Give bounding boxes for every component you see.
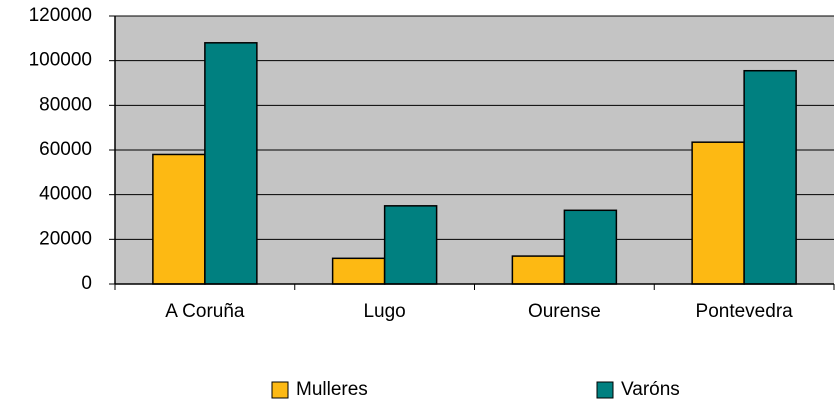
legend-label: Varóns <box>621 379 680 400</box>
y-tick-label: 60000 <box>39 139 92 160</box>
y-tick-label: 80000 <box>39 94 92 115</box>
bar <box>511 255 566 285</box>
x-tick-label: A Coruña <box>165 301 245 322</box>
x-tick-label: Pontevedra <box>696 301 794 322</box>
bar <box>691 141 745 285</box>
legend-swatch <box>271 381 289 399</box>
bar <box>383 205 438 285</box>
y-tick-label: 20000 <box>39 228 92 249</box>
y-tick-label: 120000 <box>29 5 92 26</box>
bar <box>152 153 206 285</box>
legend-swatch <box>596 381 614 399</box>
x-tick-label: Ourense <box>528 301 601 322</box>
legend-label: Mulleres <box>296 379 368 400</box>
bar <box>204 42 258 285</box>
bar <box>563 209 618 285</box>
y-tick-label: 100000 <box>29 50 92 71</box>
x-tick-label: Lugo <box>363 301 405 322</box>
bar <box>331 257 386 285</box>
bar <box>743 69 797 285</box>
y-tick-label: 40000 <box>39 184 92 205</box>
y-tick-label: 0 <box>81 273 92 294</box>
